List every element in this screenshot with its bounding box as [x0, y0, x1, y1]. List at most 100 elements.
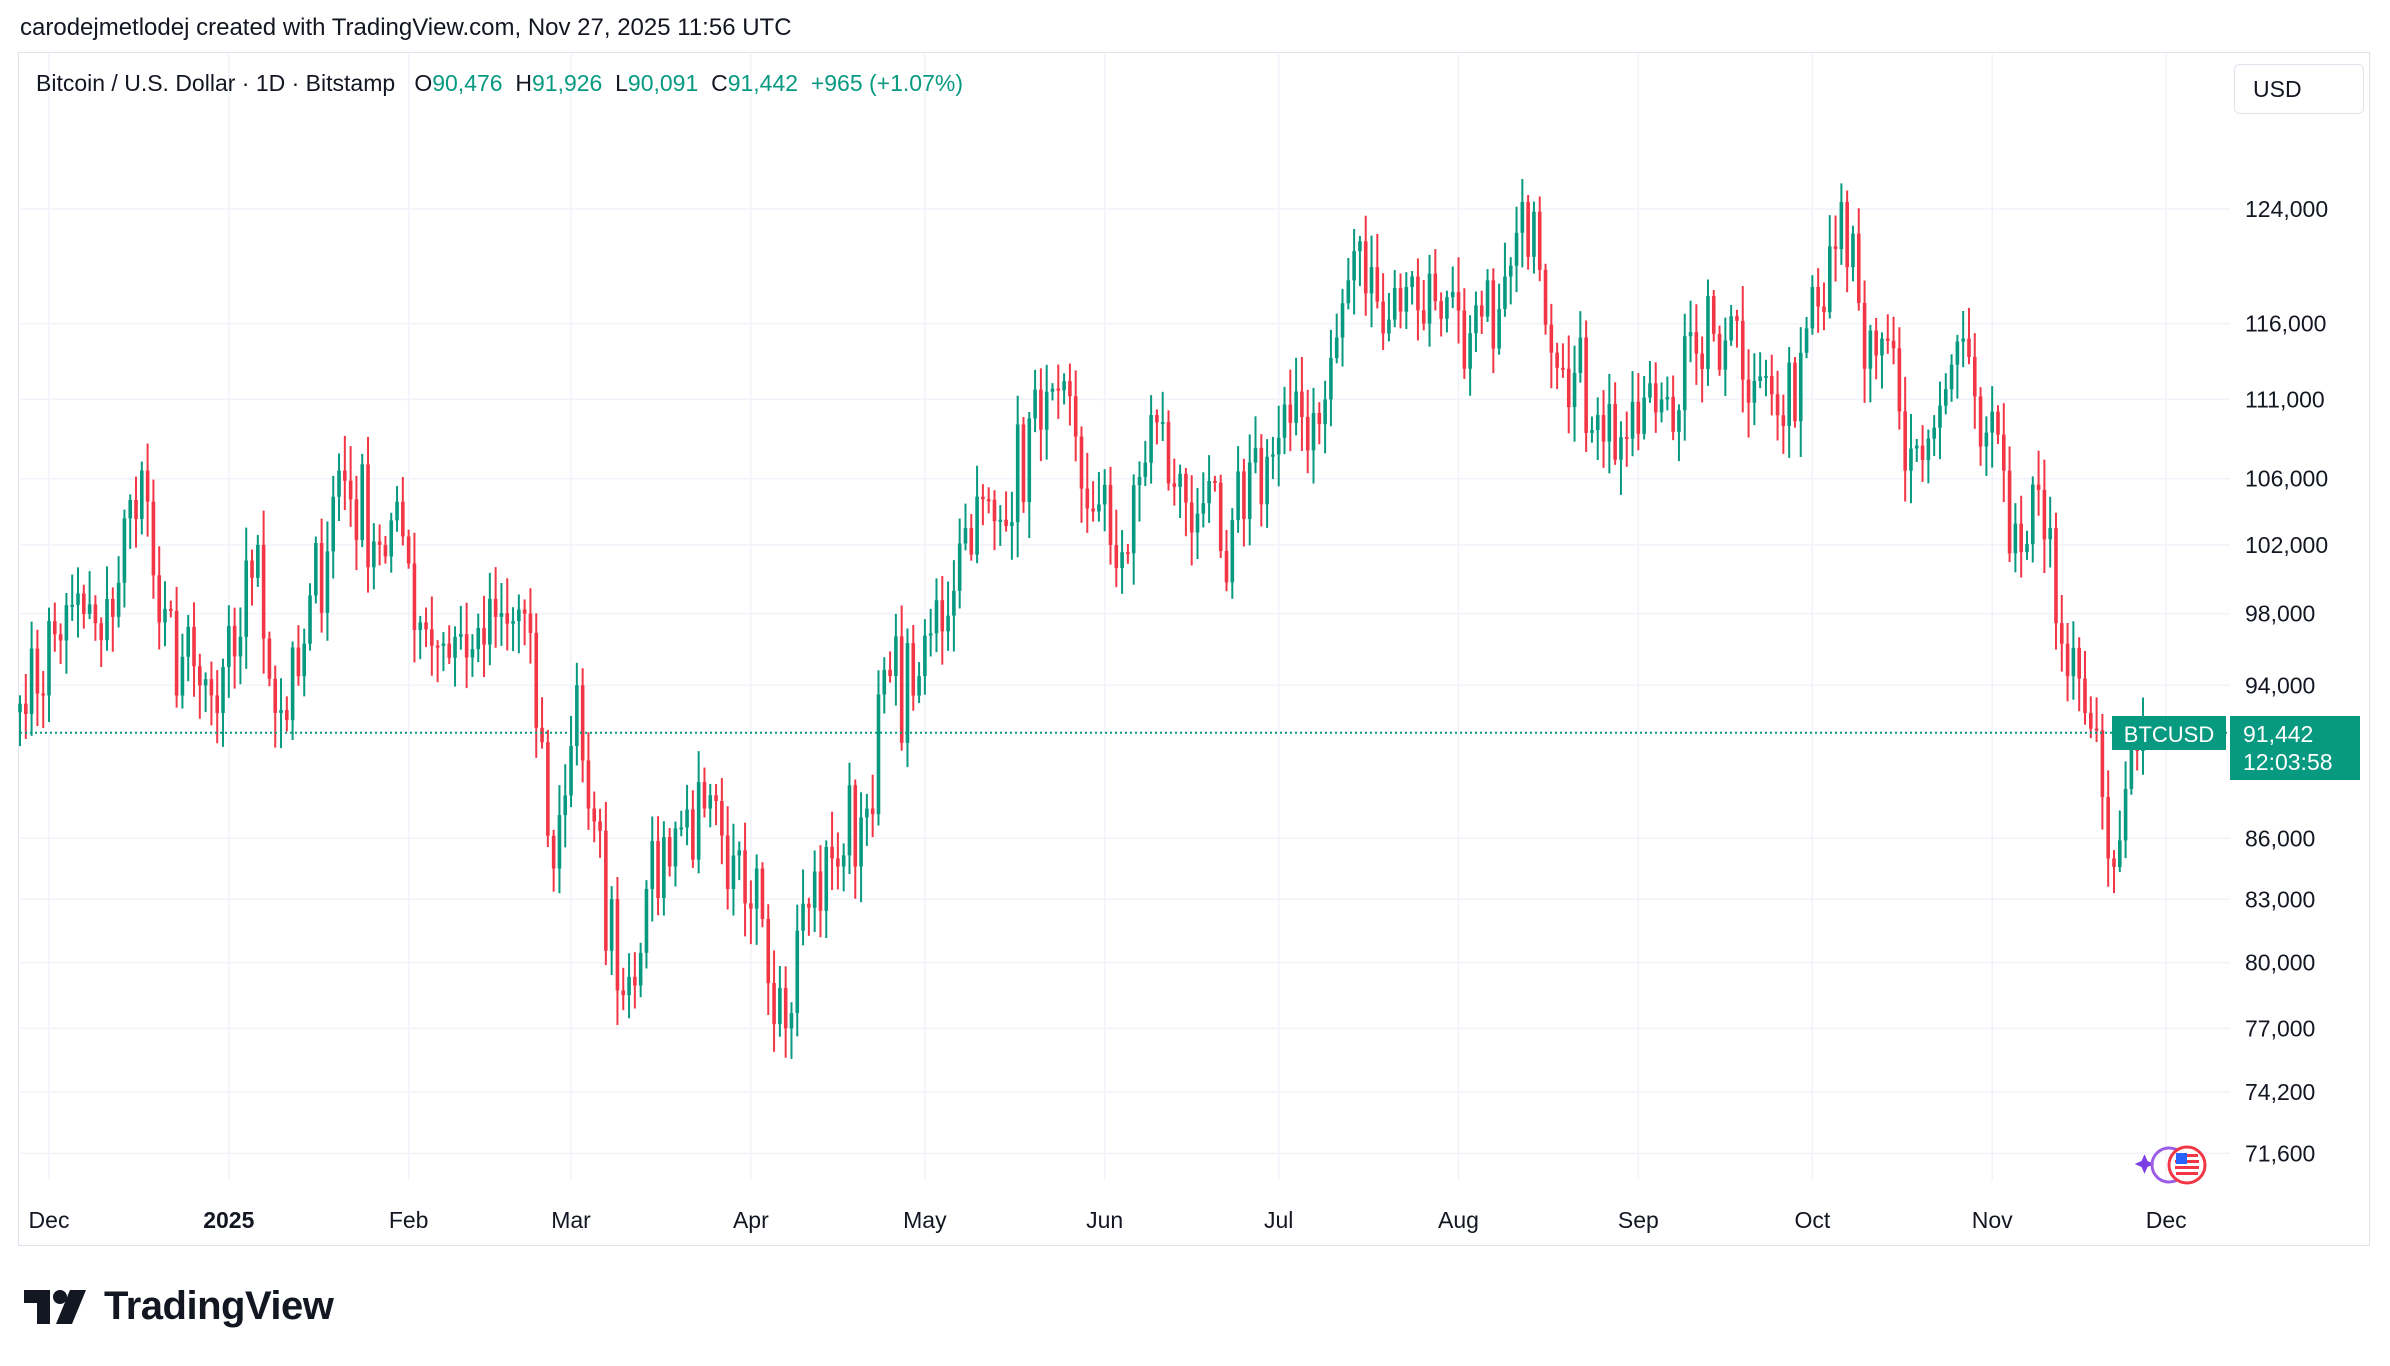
candle-body [708, 795, 713, 809]
candle-body [383, 544, 388, 557]
candle-body [1456, 292, 1461, 311]
candle-body [1717, 333, 1722, 370]
candle-body [917, 676, 921, 696]
candle-body [1764, 375, 1768, 378]
open-value: 90,476 [432, 70, 503, 96]
candle-body [1514, 232, 1519, 266]
candle-body [430, 629, 434, 646]
candle-body [940, 600, 945, 632]
candle-body [314, 543, 318, 596]
candle-body [847, 785, 852, 856]
candle-body [186, 626, 191, 657]
candle-body [1334, 337, 1339, 358]
candle-body [1508, 265, 1513, 277]
candle-body [1323, 399, 1327, 425]
candle-body [163, 608, 167, 623]
candle-body [476, 628, 481, 650]
candle-body [778, 987, 782, 1025]
candle-body [1584, 337, 1588, 433]
candle-body [1004, 519, 1008, 527]
candle-body [830, 846, 834, 859]
candle-body [76, 593, 80, 605]
candle-body [1085, 488, 1090, 509]
time-axis: Dec 2025 Feb Mar Apr May Jun Jul Aug Sep Oct Nov Dec [29, 1207, 2187, 1233]
candle-body [592, 808, 597, 822]
candle-body [1421, 310, 1426, 324]
candle-body [1375, 267, 1380, 302]
candle-body [1723, 340, 1728, 370]
candle-body [534, 632, 539, 728]
candle-body [2077, 647, 2081, 679]
candle-body [1949, 364, 1954, 390]
candle-body [1671, 396, 1675, 432]
candle-body [696, 782, 701, 860]
symbol-tag-bg [2112, 716, 2226, 750]
candle-body [1885, 338, 1890, 341]
candle-body [1833, 246, 1838, 250]
candle-body [1688, 332, 1693, 337]
candle-body [1665, 396, 1670, 400]
candle-body [418, 622, 423, 631]
candle-body [812, 871, 817, 908]
candle-body [1503, 276, 1507, 309]
candle-body [981, 496, 985, 500]
candle-body [2112, 858, 2116, 867]
candle-body [1729, 316, 1733, 341]
candle-body [1769, 375, 1774, 395]
candle-body [169, 608, 173, 611]
candle-body [882, 669, 887, 695]
candle-body [1265, 456, 1269, 505]
candle-body [1184, 473, 1188, 503]
candle-body [111, 599, 115, 617]
candle-body [540, 727, 544, 743]
candle-body [441, 643, 446, 646]
candle-body [1543, 269, 1548, 325]
candle-body [209, 679, 214, 696]
candle-body [58, 634, 63, 641]
candle-body [1827, 246, 1832, 313]
candle-body [766, 918, 771, 984]
candle-body [1851, 233, 1855, 268]
y-tick-label: 80,000 [2245, 950, 2315, 976]
candle-body [1468, 333, 1472, 369]
candle-body [1207, 480, 1211, 504]
candle-body [1700, 353, 1704, 370]
candle-body [1572, 372, 1577, 408]
candle-body [1073, 396, 1078, 437]
candle-body [453, 636, 457, 658]
candle-body [714, 795, 718, 802]
y-tick-label: 74,200 [2245, 1079, 2315, 1105]
candle-body [1143, 462, 1148, 477]
candle-body [1682, 336, 1687, 411]
candle-body [406, 536, 411, 564]
candle-body [575, 685, 579, 746]
candle-body [1137, 476, 1142, 486]
y-tick-label: 98,000 [2245, 601, 2315, 627]
candle-body [1943, 389, 1948, 406]
candle-body [1694, 332, 1699, 354]
candle-body [244, 560, 249, 637]
candle-body [1822, 306, 1826, 313]
candle-body [2094, 728, 2099, 731]
candle-body [1329, 357, 1333, 400]
high-value: 91,926 [531, 70, 603, 96]
candle-body [2100, 730, 2105, 798]
candle-body [1561, 367, 1565, 370]
candle-body [1630, 401, 1635, 439]
y-tick-label: 116,000 [2245, 311, 2326, 337]
candle-body [2025, 544, 2029, 553]
candle-body [691, 809, 695, 860]
candle-body [807, 903, 811, 908]
flag-badge-icon[interactable] [2135, 1140, 2211, 1190]
candle-body [795, 930, 800, 1014]
candle-body [1282, 404, 1287, 438]
candle-body [401, 501, 405, 537]
price-tag-bg [2230, 716, 2360, 780]
price-tag: BTCUSD 91,442 12:03:58 [2112, 716, 2360, 780]
currency-button[interactable]: USD [2234, 64, 2364, 114]
candle-body [1021, 424, 1026, 503]
tradingview-logo[interactable]: TradingView [24, 1284, 334, 1329]
candle-body [1149, 414, 1153, 463]
